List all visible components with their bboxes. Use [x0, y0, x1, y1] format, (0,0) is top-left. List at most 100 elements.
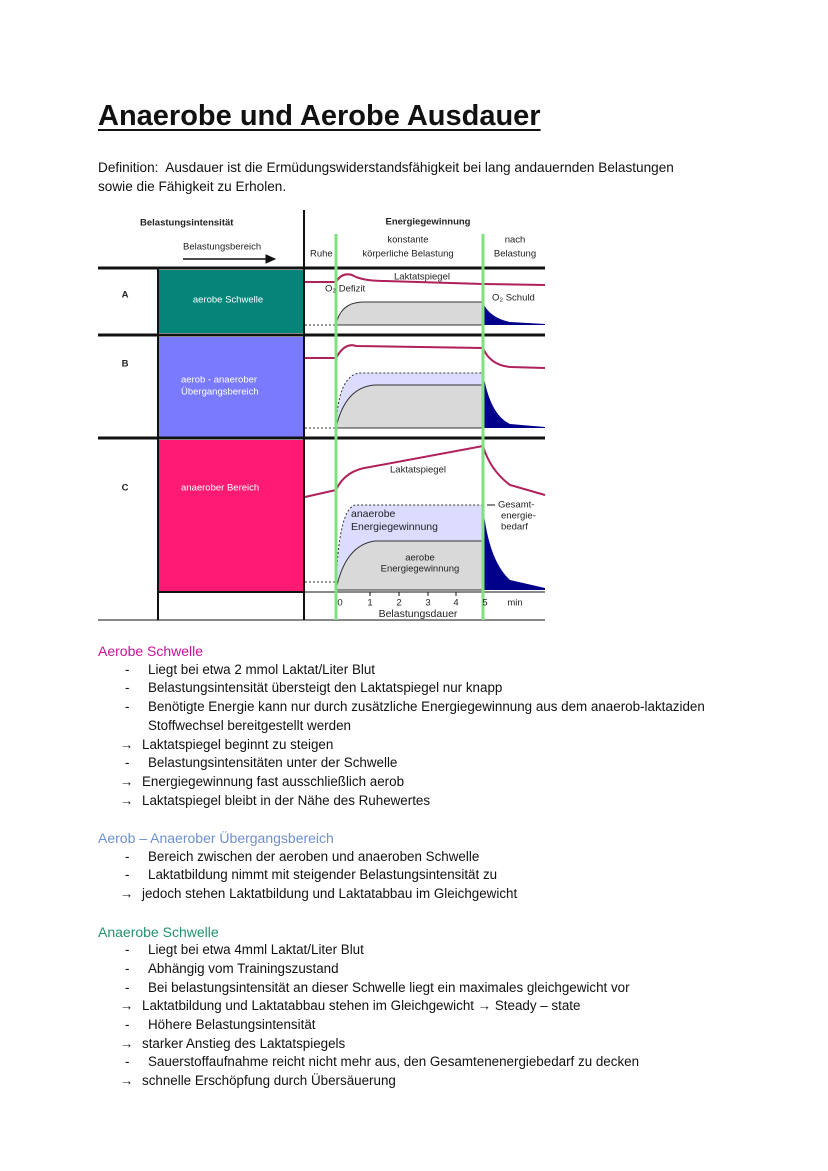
- list-item: - Laktatbildung nimmt mit steigender Bela…: [98, 866, 738, 885]
- list-text: Laktatspiegel beginnt zu steigen: [142, 736, 334, 752]
- aerobic-area: [335, 540, 484, 591]
- annotation: Energiegewinnung: [351, 521, 438, 533]
- box-b: [158, 337, 303, 437]
- list-text: Abhängig vom Trainingszustand: [148, 960, 339, 976]
- row-label: Übergangsbereich: [181, 387, 259, 398]
- recovery-area: [483, 505, 545, 590]
- annotation: bedarf: [501, 522, 528, 533]
- list-item: → Laktatspiegel beginnt zu steigen: [98, 736, 738, 755]
- list-marker: →: [120, 1035, 134, 1051]
- list-marker: -: [125, 942, 130, 958]
- list-marker: -: [125, 1054, 130, 1070]
- aerobic-area: [335, 384, 484, 429]
- axis-tick: 1: [367, 598, 372, 609]
- list-item: - Belastungsintensität übersteigt den Lak…: [98, 679, 738, 698]
- list-item: → schnelle Erschöpfung durch Übersäuerung: [98, 1072, 738, 1091]
- aerobic-area: [335, 301, 484, 326]
- list-item: - Höhere Belastungsintensität: [98, 1016, 738, 1035]
- table-lines: [98, 210, 545, 621]
- list-text: Bei belastungsintensität an dieser Schwe…: [148, 979, 630, 995]
- list-item: - Sauerstoffaufnahme reicht nicht mehr au…: [98, 1053, 738, 1072]
- list-item: → starker Anstieg des Laktatspiegels: [98, 1035, 738, 1054]
- row-letter: A: [122, 290, 129, 301]
- list-marker: -: [125, 699, 130, 715]
- list-item: → Energiegewinnung fast ausschließlich ae…: [98, 773, 738, 792]
- list-item: - Bereich zwischen der aeroben und anaero…: [98, 848, 738, 867]
- recovery-area: [483, 373, 545, 428]
- section: Aerob – Anaerober Übergangsbereich - Berei…: [98, 829, 738, 904]
- col-subheader: Belastungsbereich: [183, 242, 261, 253]
- phase-label: Ruhe: [310, 249, 333, 260]
- list-marker: →: [120, 998, 134, 1014]
- phase-label: nach: [505, 235, 526, 246]
- definition: Definition: Ausdauer ist die Ermüdungswi…: [98, 160, 678, 194]
- list-item: - Benötigte Energie kann nur durch zusätz…: [98, 698, 738, 735]
- axis-tick: 4: [453, 598, 458, 609]
- section: Aerobe Schwelle - Liegt bei etwa 2 mmol La…: [98, 642, 738, 810]
- list-text: Belastungsintensitäten unter der Schwell…: [148, 755, 398, 771]
- list-item: → jedoch stehen Laktatbildung und Laktata…: [98, 885, 738, 904]
- recovery-area: [483, 303, 545, 325]
- diagram: Belastungsintensität Belastungsbereich E…: [98, 210, 546, 621]
- list-item: → Laktatbildung und Laktatabbau stehen im…: [98, 997, 738, 1016]
- list-item: - Liegt bei etwa 4mml Laktat/Liter Blut: [98, 941, 738, 960]
- section-heading: Aerob – Anaerober Übergangsbereich: [98, 830, 334, 847]
- list-text: Höhere Belastungsintensität: [148, 1017, 316, 1033]
- list-text: Laktatbildung nimmt mit steigender Belas…: [148, 867, 498, 883]
- list-text: jedoch stehen Laktatbildung und Laktatab…: [142, 886, 518, 902]
- phase-label: Belastung: [494, 249, 536, 260]
- list-text: Energiegewinnung fast ausschließlich aer…: [142, 773, 405, 789]
- list-marker: -: [125, 960, 130, 976]
- title: Anaerobe und Aerobe Ausdauer: [98, 100, 541, 132]
- list-marker: -: [125, 979, 130, 995]
- section-heading: Aerobe Schwelle: [98, 643, 204, 659]
- list-text: Benötigte Energie kann nur durch zusätzl…: [148, 699, 705, 733]
- lactate-curve: [304, 444, 546, 498]
- list-marker: →: [120, 1073, 134, 1089]
- lactate-curve: [305, 344, 546, 369]
- list-text: Belastungsintensität übersteigt den Lakt…: [148, 680, 503, 696]
- section: Anaerobe Schwelle - Liegt bei etwa 4mml La…: [98, 923, 738, 1091]
- list-text: schnelle Erschöpfung durch Übersäuerung: [142, 1073, 396, 1089]
- annotation: Energiegewinnung: [381, 564, 460, 575]
- list-marker: -: [125, 848, 130, 864]
- list-text: starker Anstieg des Laktatspiegels: [142, 1035, 346, 1051]
- list-marker: →: [120, 736, 134, 752]
- list-text: Laktatbildung und Laktatabbau stehen im …: [142, 998, 581, 1014]
- axis-tick: 0: [337, 598, 342, 609]
- col-header: Belastungsintensität: [140, 218, 234, 229]
- section-heading: Anaerobe Schwelle: [98, 923, 219, 940]
- axis-label: Belastungsdauer: [379, 608, 458, 620]
- list-marker: -: [125, 661, 130, 677]
- list-marker: →: [120, 886, 134, 902]
- row-label: aerob - anaerober: [181, 375, 257, 386]
- annotation: O₂ Defizit: [325, 284, 365, 295]
- annotation: Laktatspiegel: [390, 465, 446, 476]
- axis-tick: 2: [396, 598, 401, 609]
- list-marker: →: [120, 792, 134, 808]
- list-marker: -: [125, 680, 130, 696]
- list-text: Sauerstoffaufnahme reicht nicht mehr aus…: [148, 1054, 640, 1070]
- list-item: - Abhängig vom Trainingszustand: [98, 960, 738, 979]
- annotation: Gesamt-: [498, 500, 534, 511]
- annotation: anaerobe: [351, 508, 396, 520]
- list-text: Bereich zwischen der aeroben und anaerob…: [148, 848, 480, 864]
- box-a: [158, 270, 303, 333]
- annotation: aerobe: [405, 553, 435, 564]
- list-text: Laktatspiegel bleibt in der Nähe des Ruh…: [142, 792, 431, 808]
- phase-label: körperliche Belastung: [362, 249, 453, 260]
- list-text: Liegt bei etwa 2 mmol Laktat/Liter Blut: [148, 661, 376, 677]
- list-item: - Bei belastungsintensität an dieser Schw…: [98, 979, 738, 998]
- annotation: O₂ Schuld: [492, 293, 535, 304]
- annotation: energie-: [501, 511, 536, 522]
- row-letter: B: [122, 359, 129, 370]
- col-header: Energiegewinnung: [386, 217, 471, 228]
- row-label: aerobe Schwelle: [193, 295, 263, 306]
- box-c: [158, 440, 303, 592]
- list-marker: -: [125, 755, 130, 771]
- axis-tick: 5: [482, 598, 487, 609]
- list-item: - Liegt bei etwa 2 mmol Laktat/Liter Blut: [98, 661, 738, 680]
- phase-label: konstante: [387, 235, 428, 246]
- list-marker: -: [125, 1017, 130, 1033]
